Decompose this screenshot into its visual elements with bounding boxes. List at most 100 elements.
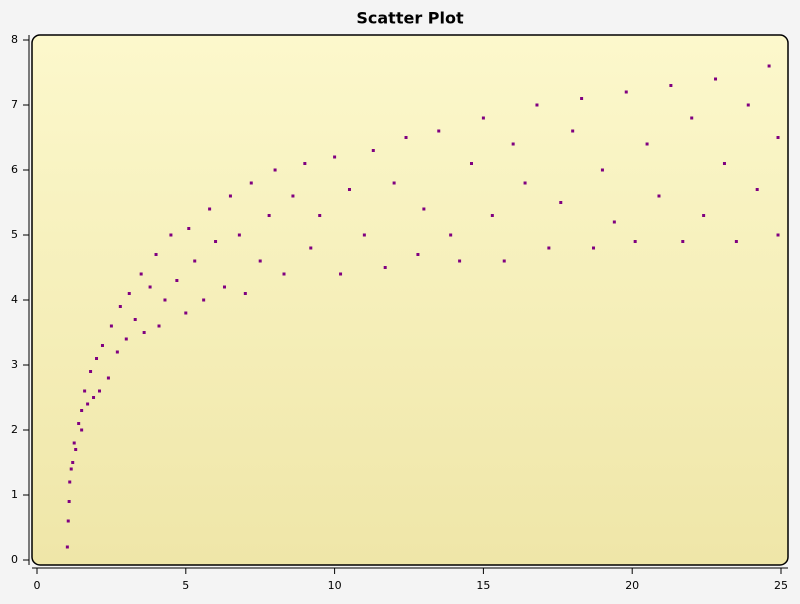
point — [95, 357, 99, 360]
y-tick-label: 3 — [11, 358, 18, 371]
point — [214, 240, 218, 243]
point — [237, 233, 241, 237]
point — [422, 207, 426, 211]
point — [139, 272, 143, 276]
x-tick-label: 10 — [328, 579, 342, 592]
point — [633, 240, 637, 243]
point — [734, 240, 738, 243]
point — [273, 168, 277, 172]
point — [187, 227, 191, 230]
point — [523, 181, 527, 185]
point — [148, 285, 152, 289]
point — [74, 448, 78, 451]
point — [124, 337, 128, 341]
y-tick-label: 2 — [11, 423, 18, 436]
point — [511, 142, 515, 146]
point — [600, 168, 604, 172]
point — [458, 259, 462, 263]
point — [142, 331, 146, 334]
point — [291, 194, 295, 198]
chart-title: Scatter Plot — [356, 9, 464, 28]
point — [258, 259, 262, 263]
point — [222, 285, 226, 289]
point — [184, 311, 188, 315]
point — [437, 129, 441, 133]
point — [67, 500, 71, 503]
x-tick-label: 20 — [625, 579, 639, 592]
point — [72, 441, 76, 445]
y-tick-label: 5 — [11, 228, 18, 241]
point — [776, 136, 780, 139]
point — [133, 318, 137, 321]
point — [163, 298, 167, 302]
point — [175, 279, 179, 282]
point — [449, 233, 453, 237]
y-tick-label: 6 — [11, 163, 18, 176]
point — [624, 90, 628, 94]
point — [68, 480, 72, 484]
point — [333, 155, 337, 159]
point — [490, 214, 494, 217]
point — [243, 292, 247, 295]
point — [100, 344, 104, 347]
point — [127, 292, 131, 295]
point — [580, 97, 584, 100]
point — [767, 64, 771, 68]
point — [249, 181, 253, 185]
point — [202, 298, 206, 302]
point — [559, 201, 563, 204]
point — [776, 233, 780, 237]
x-tick-label: 0 — [34, 579, 41, 592]
point — [481, 116, 485, 120]
point — [339, 272, 343, 276]
point — [71, 461, 75, 464]
point — [69, 467, 73, 471]
point — [746, 103, 750, 107]
y-tick-label: 1 — [11, 488, 18, 501]
point — [547, 246, 551, 250]
point — [169, 233, 173, 237]
point — [702, 214, 706, 217]
point — [89, 370, 93, 373]
point — [80, 409, 84, 412]
point — [722, 162, 726, 165]
x-tick-label: 15 — [476, 579, 490, 592]
point — [282, 272, 286, 276]
point — [77, 422, 81, 425]
point — [612, 220, 616, 224]
point — [535, 103, 539, 107]
y-tick-label: 7 — [11, 98, 18, 111]
point — [65, 545, 69, 549]
point — [502, 259, 506, 263]
point — [592, 246, 596, 250]
point — [416, 253, 420, 256]
point — [208, 207, 212, 211]
x-tick-label: 25 — [774, 579, 788, 592]
point — [157, 324, 161, 328]
y-tick-label: 0 — [11, 553, 18, 566]
x-tick-label: 5 — [182, 579, 189, 592]
point — [469, 162, 473, 165]
y-tick-label: 4 — [11, 293, 18, 306]
point — [267, 214, 271, 217]
point — [309, 246, 313, 250]
point — [645, 142, 649, 146]
point — [83, 389, 87, 393]
point — [80, 428, 84, 432]
point — [92, 396, 96, 399]
point — [66, 519, 70, 523]
point — [318, 214, 322, 217]
point — [714, 77, 718, 81]
point — [106, 376, 110, 380]
point — [118, 305, 122, 308]
point — [193, 259, 197, 263]
point — [392, 181, 396, 185]
point — [109, 324, 113, 328]
point — [571, 129, 575, 133]
point — [362, 233, 366, 237]
point — [383, 266, 387, 269]
point — [303, 162, 307, 165]
point — [404, 136, 408, 139]
point — [657, 194, 661, 198]
